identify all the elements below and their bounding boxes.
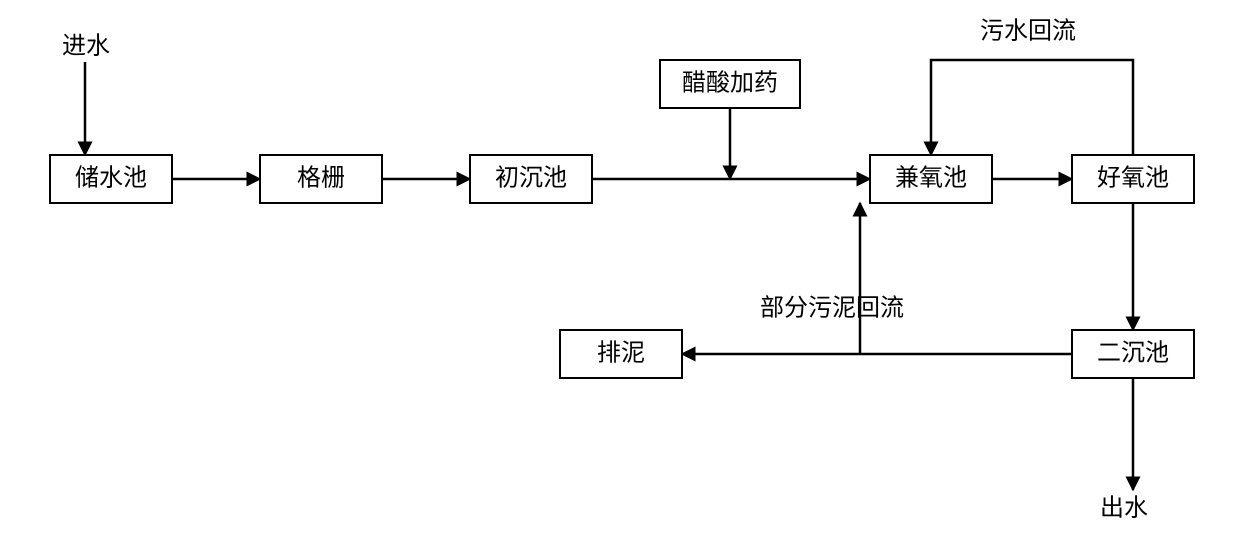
node-label-secondary: 二沉池 bbox=[1097, 340, 1169, 367]
label-inflow_lbl: 进水 bbox=[62, 33, 110, 60]
nodes-layer: 储水池 格栅 初沉池 醋酸加药兼氧池 好氧池排泥 二沉池 bbox=[50, 60, 1194, 378]
node-label-primary: 初沉池 bbox=[495, 165, 567, 192]
flowchart-canvas: 储水池 格栅 初沉池 醋酸加药兼氧池 好氧池排泥 二沉池 进水 污水回流部分污泥回流出水 bbox=[0, 0, 1240, 534]
node-label-discharge: 排泥 bbox=[597, 340, 645, 367]
label-outflow_lbl: 出水 bbox=[1100, 495, 1148, 522]
node-anoxic: 兼氧池 bbox=[870, 155, 992, 203]
node-label-acetate: 醋酸加药 bbox=[682, 70, 778, 97]
node-reservoir: 储水池 bbox=[50, 155, 172, 203]
label-sludge_lbl: 部分污泥回流 bbox=[760, 295, 904, 322]
edges-layer bbox=[85, 60, 1133, 490]
node-label-reservoir: 储水池 bbox=[75, 165, 147, 192]
labels-layer: 进水 污水回流部分污泥回流出水 bbox=[62, 18, 1148, 522]
edge-e_reflux bbox=[931, 60, 1133, 155]
node-grille: 格栅 bbox=[260, 155, 382, 203]
node-acetate: 醋酸加药 bbox=[660, 60, 800, 108]
node-discharge: 排泥 bbox=[560, 330, 682, 378]
node-label-anoxic: 兼氧池 bbox=[895, 165, 967, 192]
node-secondary: 二沉池 bbox=[1072, 330, 1194, 378]
node-label-grille: 格栅 bbox=[297, 165, 345, 192]
node-label-aerobic: 好氧池 bbox=[1097, 165, 1169, 192]
node-primary: 初沉池 bbox=[470, 155, 592, 203]
node-aerobic: 好氧池 bbox=[1072, 155, 1194, 203]
label-reflux_lbl: 污水回流 bbox=[980, 18, 1076, 45]
